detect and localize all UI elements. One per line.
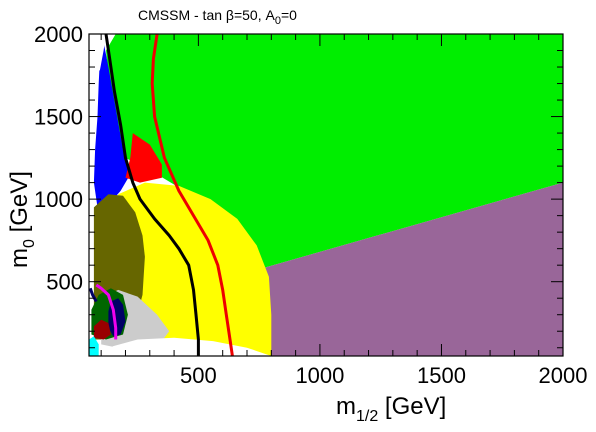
x-tick-label: 1500 — [417, 363, 466, 388]
plot-area — [89, 34, 563, 356]
region-white-bottom — [98, 337, 272, 356]
region-white-corner — [89, 34, 106, 76]
region-red — [125, 133, 162, 183]
x-tick-label: 1000 — [295, 363, 344, 388]
x-tick-label: 2000 — [539, 363, 588, 388]
region-blue — [93, 42, 131, 216]
chart-title: CMSSM - tan β=50, A0=0 — [138, 7, 297, 27]
curve-magenta-line — [95, 283, 118, 340]
region-purple — [261, 182, 563, 356]
plot-frame — [88, 33, 564, 357]
y-tick-label: 1000 — [34, 187, 83, 212]
curve-black-line — [104, 34, 200, 356]
x-tick-label: 500 — [180, 363, 217, 388]
x-axis-label: m1/2 [GeV] — [336, 393, 446, 425]
y-axis-label: m0 [GeV] — [6, 171, 38, 268]
y-tick-label: 1500 — [34, 105, 83, 130]
curve-red-line — [150, 34, 234, 356]
curve-navy-line — [89, 287, 98, 303]
y-tick-label: 2000 — [34, 22, 83, 47]
region-dark-red — [93, 319, 111, 340]
y-tick-label: 500 — [46, 270, 83, 295]
region-cyan — [89, 336, 99, 356]
region-yellow — [118, 182, 272, 356]
